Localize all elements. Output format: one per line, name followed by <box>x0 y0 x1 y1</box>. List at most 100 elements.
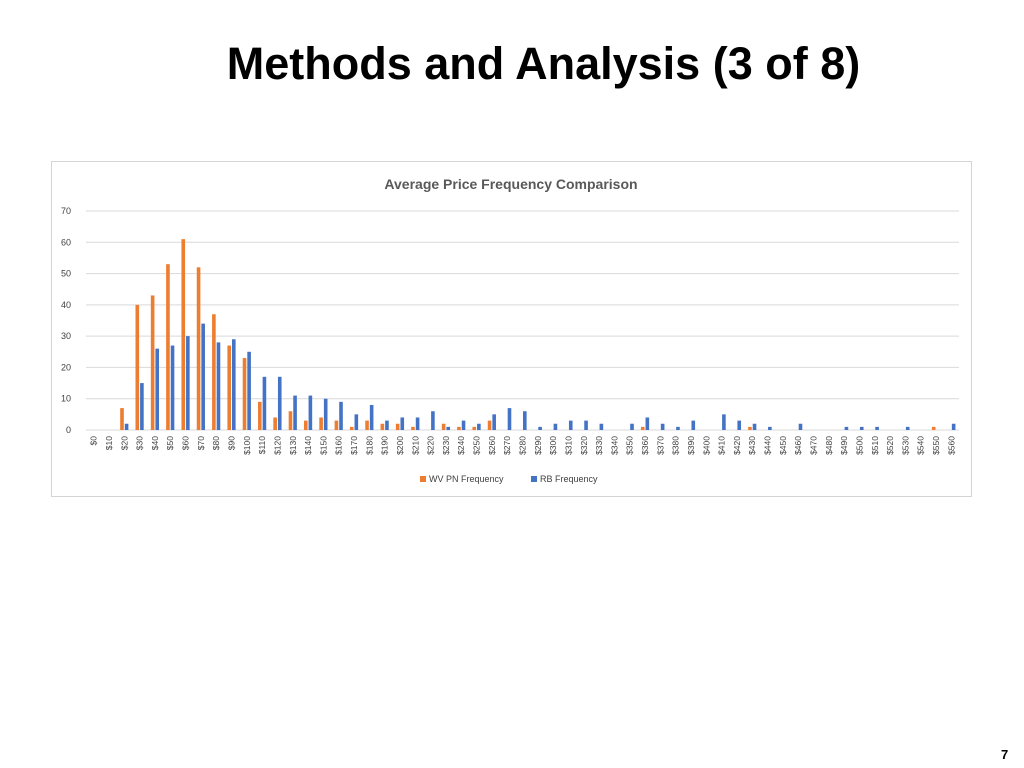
bar <box>553 423 558 430</box>
x-tick-label: $310 <box>563 436 573 455</box>
bar <box>150 295 155 430</box>
x-tick-label: $180 <box>364 436 374 455</box>
x-tick-label: $550 <box>931 436 941 455</box>
y-axis-ticks: 0 10 20 30 40 50 60 70 <box>61 206 71 435</box>
bar <box>748 426 752 430</box>
bar <box>691 420 696 430</box>
bar <box>523 411 527 430</box>
bar <box>905 426 910 430</box>
bar <box>339 401 343 430</box>
chart-title: Average Price Frequency Comparison <box>384 176 637 192</box>
bar <box>400 417 405 430</box>
y-tick-label: 0 <box>66 425 71 435</box>
legend-label: RB Frequency <box>540 474 598 484</box>
x-tick-label: $160 <box>334 436 344 455</box>
x-tick-label: $30 <box>135 436 145 450</box>
bar <box>212 314 216 430</box>
x-tick-label: $410 <box>717 436 727 455</box>
y-tick-label: 20 <box>61 362 71 372</box>
x-tick-label: $540 <box>916 436 926 455</box>
bar <box>457 426 461 430</box>
x-tick-label: $430 <box>747 436 757 455</box>
x-tick-label: $330 <box>594 436 604 455</box>
bar <box>737 420 742 430</box>
bar <box>599 423 604 430</box>
bar <box>640 426 645 430</box>
x-tick-label: $110 <box>257 436 267 455</box>
bar <box>354 414 359 430</box>
x-tick-label: $500 <box>854 436 864 455</box>
x-tick-label: $60 <box>181 436 191 450</box>
bar <box>931 426 936 430</box>
bar <box>201 323 205 430</box>
bar <box>170 345 175 430</box>
legend: WV PN Frequency RB Frequency <box>420 474 598 484</box>
bar <box>492 414 496 430</box>
y-tick-label: 40 <box>61 300 71 310</box>
bar <box>660 423 665 430</box>
x-tick-label: $200 <box>395 436 405 455</box>
gridlines <box>86 210 959 431</box>
x-tick-label: $10 <box>104 436 114 450</box>
bar <box>380 423 385 430</box>
x-tick-label: $290 <box>533 436 543 455</box>
x-tick-label: $440 <box>763 436 773 455</box>
bar <box>227 345 231 430</box>
bar <box>568 420 573 430</box>
x-tick-label: $210 <box>410 436 420 455</box>
x-tick-label: $390 <box>686 436 696 455</box>
y-tick-label: 10 <box>61 394 71 404</box>
bar <box>798 423 803 430</box>
x-tick-label: $490 <box>839 436 849 455</box>
x-tick-label: $480 <box>824 436 834 455</box>
page-number: 7 <box>1001 747 1009 762</box>
x-tick-label: $40 <box>150 436 160 450</box>
bar <box>369 404 374 430</box>
bar <box>247 351 251 430</box>
bar <box>487 420 492 430</box>
bar <box>676 426 680 430</box>
bar <box>951 423 956 430</box>
bar <box>365 420 369 430</box>
bar <box>630 423 634 430</box>
y-tick-label: 50 <box>61 269 71 279</box>
bar <box>349 426 354 430</box>
bar <box>273 417 277 430</box>
x-tick-label: $70 <box>196 436 206 450</box>
bar <box>308 395 313 430</box>
x-tick-label: $20 <box>119 436 129 450</box>
y-tick-label: 70 <box>61 206 71 216</box>
x-tick-label: $240 <box>456 436 466 455</box>
x-tick-label: $280 <box>518 436 528 455</box>
x-tick-label: $50 <box>165 436 175 450</box>
bar-chart: Average Price Frequency Comparison 0 10 20… <box>61 176 959 484</box>
x-tick-label: $350 <box>625 436 635 455</box>
bar <box>232 339 236 430</box>
bar <box>395 423 400 430</box>
bar <box>277 376 282 430</box>
bar <box>859 426 864 430</box>
x-tick-label: $80 <box>211 436 221 450</box>
bar <box>477 423 481 430</box>
x-tick-label: $450 <box>778 436 788 455</box>
bar <box>323 398 328 430</box>
bar <box>875 426 879 430</box>
bar <box>181 239 186 430</box>
bar <box>303 420 308 430</box>
bar <box>645 417 650 430</box>
bar <box>472 426 477 430</box>
y-tick-label: 60 <box>61 237 71 247</box>
bar <box>120 408 124 430</box>
bar <box>319 417 323 430</box>
bar <box>441 423 446 430</box>
x-tick-label: $140 <box>303 436 313 455</box>
y-tick-label: 30 <box>61 331 71 341</box>
bar <box>216 342 221 430</box>
x-tick-label: $260 <box>487 436 497 455</box>
bar <box>411 426 415 430</box>
x-tick-label: $120 <box>272 436 282 455</box>
x-tick-label: $360 <box>640 436 650 455</box>
x-tick-label: $400 <box>701 436 711 455</box>
bar <box>140 383 144 430</box>
bar <box>431 411 435 430</box>
